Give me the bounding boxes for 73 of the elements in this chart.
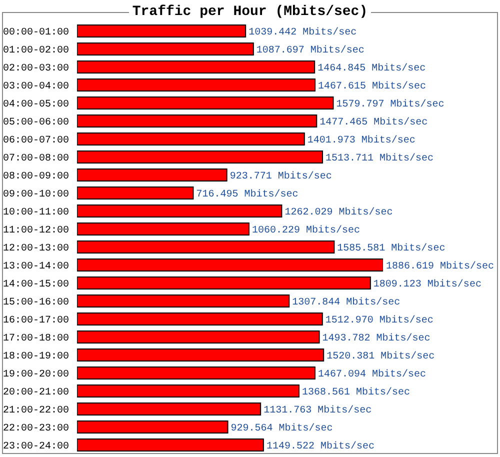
bar [77,114,318,128]
data-label: 1493.782 Mbits/sec [322,332,430,344]
y-tick-label: 17:00-18:00 [2,334,69,345]
bar [77,168,228,182]
y-tick-label: 20:00-21:00 [2,388,69,399]
bar [77,132,305,146]
y-tick-label: 00:00-01:00 [2,28,69,39]
data-label: 1464.845 Mbits/sec [318,62,426,74]
bar [77,348,324,362]
data-label: 1131.763 Mbits/sec [264,404,372,416]
data-label: 1467.615 Mbits/sec [318,80,426,92]
y-tick-label: 22:00-23:00 [2,424,69,435]
y-tick-label: 18:00-19:00 [2,352,69,363]
bar [77,258,383,272]
y-tick-label: 13:00-14:00 [2,262,69,273]
data-label: 1307.844 Mbits/sec [292,296,400,308]
data-label: 1886.619 Mbits/sec [386,260,494,272]
data-label: 1401.973 Mbits/sec [307,134,416,146]
y-tick-label: 15:00-16:00 [2,298,69,309]
bar [77,276,371,290]
y-tick-label: 03:00-04:00 [2,82,69,93]
bar [77,438,264,452]
bar [77,366,316,380]
data-label: 1585.581 Mbits/sec [337,242,446,254]
data-label: 1809.123 Mbits/sec [373,278,482,290]
bar [77,204,282,218]
bar [77,312,323,326]
bar [77,150,324,164]
y-tick-label: 12:00-13:00 [2,244,69,255]
y-tick-label: 19:00-20:00 [2,370,69,381]
data-label: 929.564 Mbits/sec [230,422,333,434]
y-tick-label: 10:00-11:00 [2,208,69,219]
y-tick-label: 02:00-03:00 [2,64,69,75]
y-tick-label: 16:00-17:00 [2,316,69,327]
data-label: 1060.229 Mbits/sec [252,224,360,236]
y-tick-label: 07:00-08:00 [2,154,69,165]
bar [77,60,316,74]
bar [77,330,320,344]
bar [77,240,335,254]
data-label: 1368.561 Mbits/sec [302,386,410,398]
bar [77,420,228,434]
bar [77,186,194,200]
bar [77,402,262,416]
data-label: 1513.711 Mbits/sec [326,152,434,164]
data-label: 1087.697 Mbits/sec [256,44,364,56]
y-tick-label: 14:00-15:00 [2,280,69,291]
data-label: 1262.029 Mbits/sec [284,206,393,218]
data-label: 1520.381 Mbits/sec [326,350,435,362]
y-tick-label: 09:00-10:00 [2,190,69,201]
chart-title: Traffic per Hour (Mbits/sec) [129,4,371,20]
y-tick-label: 11:00-12:00 [2,226,69,237]
y-tick-label: 23:00-24:00 [2,442,69,453]
y-tick-label: 04:00-05:00 [2,100,69,111]
data-label: 1477.465 Mbits/sec [320,116,428,128]
data-label: 923.771 Mbits/sec [230,170,332,182]
bar [77,384,300,398]
data-label: 1467.094 Mbits/sec [318,368,426,380]
y-tick-label: 08:00-09:00 [2,172,69,183]
bar [77,96,334,110]
data-label: 716.495 Mbits/sec [196,188,298,200]
data-label: 1512.970 Mbits/sec [325,314,434,326]
bar [77,24,246,38]
data-label: 1039.442 Mbits/sec [248,26,357,38]
bar [77,294,290,308]
y-tick-label: 06:00-07:00 [2,136,69,147]
y-tick-label: 05:00-06:00 [2,118,69,129]
bar [77,78,316,92]
y-tick-label: 21:00-22:00 [2,406,69,417]
y-tick-label: 01:00-02:00 [2,46,69,57]
bar [77,222,250,236]
data-label: 1579.797 Mbits/sec [336,98,444,110]
bar [77,42,254,56]
data-label: 1149.522 Mbits/sec [266,440,374,452]
